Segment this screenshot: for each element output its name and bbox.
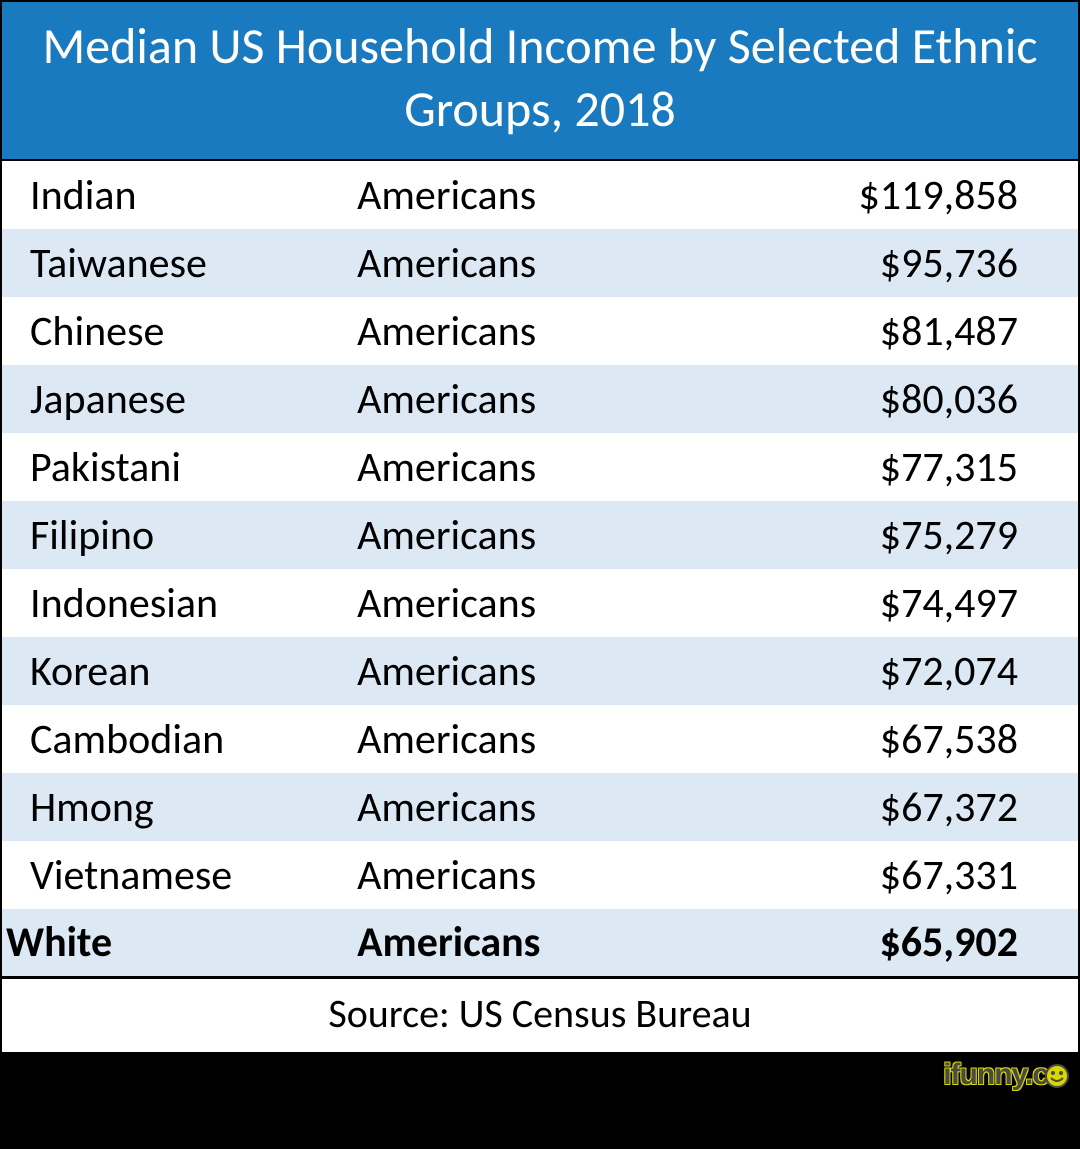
watermark-logo: ifunny.c [943,1058,1070,1092]
cell-c1: Filipino [2,501,357,569]
table-row: HmongAmericans$67,372 [2,773,1078,841]
cell-c3: $72,074 [712,637,1078,705]
table-row: ChineseAmericans$81,487 [2,297,1078,365]
table-row: PakistaniAmericans$77,315 [2,433,1078,501]
cell-c1: Hmong [2,773,357,841]
cell-c3: $75,279 [712,501,1078,569]
cell-c1: Indonesian [2,569,357,637]
cell-c1: Indian [2,161,357,229]
table-row: WhiteAmericans$65,902 [2,909,1078,977]
table-row: KoreanAmericans$72,074 [2,637,1078,705]
table-row: TaiwaneseAmericans$95,736 [2,229,1078,297]
table-row: FilipinoAmericans$75,279 [2,501,1078,569]
cell-c1: Taiwanese [2,229,357,297]
cell-c3: $77,315 [712,433,1078,501]
cell-c2: Americans [357,433,712,501]
cell-c3: $67,538 [712,705,1078,773]
cell-c2: Americans [357,773,712,841]
cell-c3: $119,858 [712,161,1078,229]
cell-c3: $80,036 [712,365,1078,433]
cell-c1: Cambodian [2,705,357,773]
cell-c3: $67,372 [712,773,1078,841]
cell-c2: Americans [357,909,712,977]
smile-icon [1044,1063,1070,1089]
cell-c1: Vietnamese [2,841,357,909]
chart-title: Median US Household Income by Selected E… [2,2,1078,161]
cell-c1: Korean [2,637,357,705]
cell-c2: Americans [357,637,712,705]
cell-c2: Americans [357,705,712,773]
table-container: Median US Household Income by Selected E… [0,0,1080,1054]
footer-bar: ifunny.c [0,1054,1080,1094]
table-row: JapaneseAmericans$80,036 [2,365,1078,433]
table-row: IndonesianAmericans$74,497 [2,569,1078,637]
cell-c2: Americans [357,229,712,297]
cell-c2: Americans [357,297,712,365]
cell-c1: Pakistani [2,433,357,501]
table-row: IndianAmericans$119,858 [2,161,1078,229]
cell-c2: Americans [357,569,712,637]
source-text: Source: US Census Bureau [2,979,1078,1052]
table-row: VietnameseAmericans$67,331 [2,841,1078,909]
cell-c1: Japanese [2,365,357,433]
cell-c3: $95,736 [712,229,1078,297]
table-body: IndianAmericans$119,858TaiwaneseAmerican… [2,161,1078,977]
cell-c2: Americans [357,161,712,229]
cell-c2: Americans [357,841,712,909]
cell-c3: $74,497 [712,569,1078,637]
cell-c2: Americans [357,501,712,569]
watermark-text: ifunny.c [943,1058,1048,1091]
cell-c1: White [2,909,357,977]
table-row: CambodianAmericans$67,538 [2,705,1078,773]
income-table: IndianAmericans$119,858TaiwaneseAmerican… [2,161,1078,979]
cell-c1: Chinese [2,297,357,365]
cell-c3: $81,487 [712,297,1078,365]
cell-c3: $67,331 [712,841,1078,909]
cell-c2: Americans [357,365,712,433]
cell-c3: $65,902 [712,909,1078,977]
